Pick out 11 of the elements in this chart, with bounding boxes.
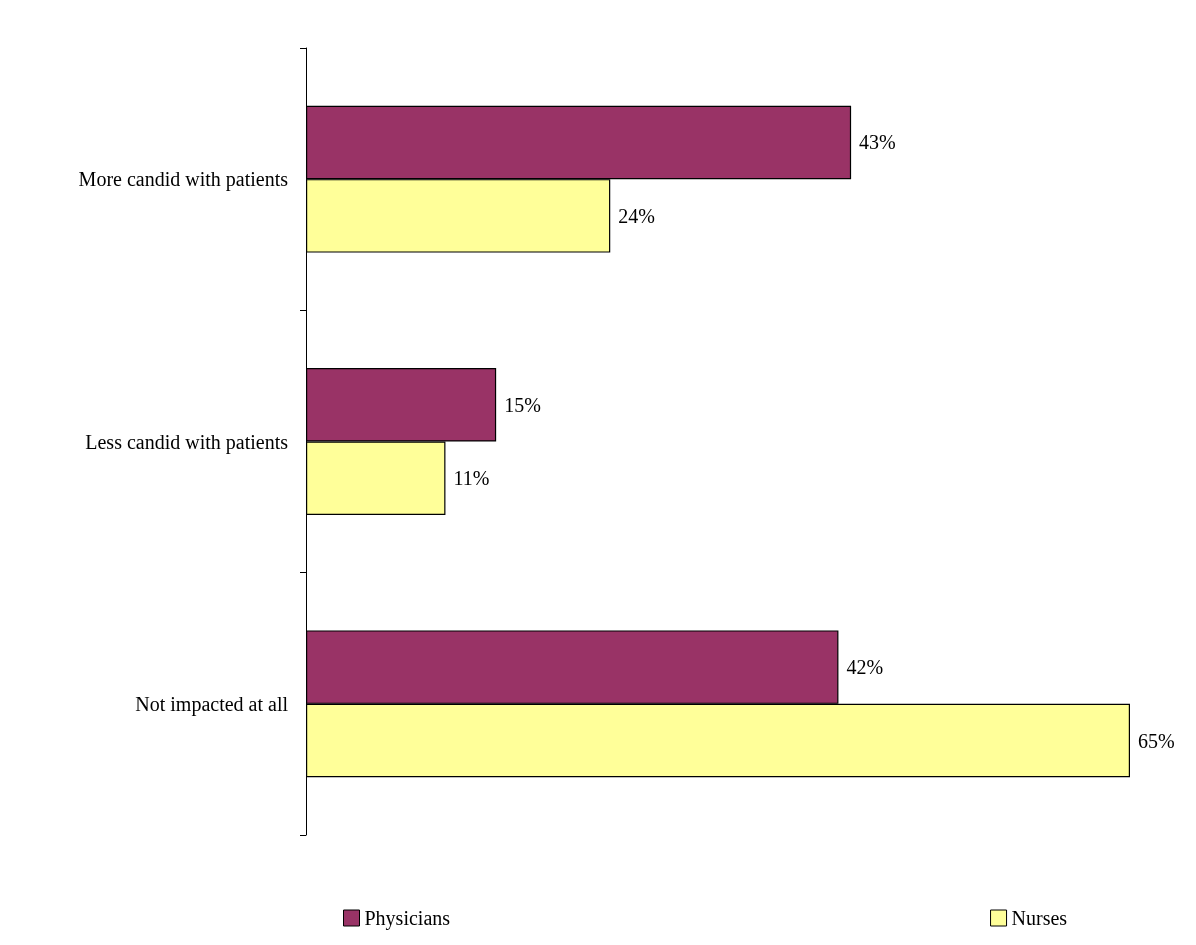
data-label: 65%: [1138, 729, 1175, 752]
data-label: 11%: [453, 467, 490, 490]
y-tick-label: More candid with patients: [78, 168, 289, 192]
data-label: 15%: [504, 393, 541, 416]
legend-label: Physicians: [364, 907, 451, 930]
y-tick-label: Not impacted at all: [135, 692, 289, 716]
y-tick-label: Less candid with patients: [85, 430, 289, 454]
data-label: 43%: [859, 131, 896, 154]
data-label: 24%: [618, 204, 655, 227]
legend-label: Nurses: [1011, 907, 1068, 929]
data-label: 42%: [846, 656, 884, 679]
